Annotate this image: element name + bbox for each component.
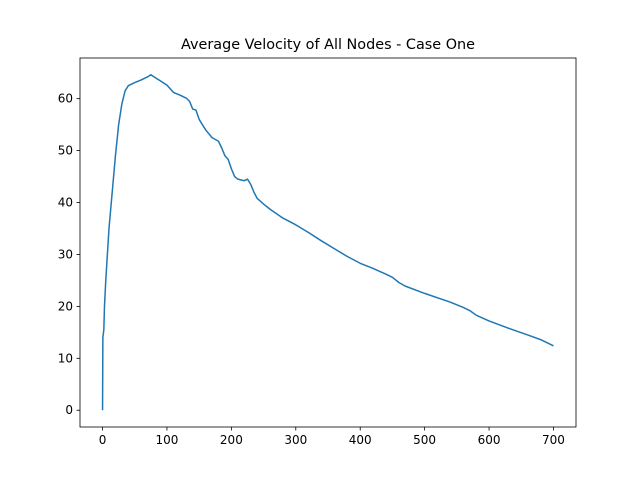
y-tick-label: 0 [65, 403, 73, 417]
y-tick-label: 50 [58, 144, 73, 158]
y-tick-label: 30 [58, 247, 73, 261]
x-tick-label: 600 [478, 433, 501, 447]
y-tick-label: 20 [58, 299, 73, 313]
y-tick-label: 40 [58, 196, 73, 210]
chart-title: Average Velocity of All Nodes - Case One [181, 37, 475, 53]
x-tick-label: 500 [413, 433, 436, 447]
x-tick-label: 0 [99, 433, 107, 447]
x-tick-label: 700 [542, 433, 565, 447]
x-tick-label: 200 [220, 433, 243, 447]
x-tick-label: 100 [156, 433, 179, 447]
y-tick-label: 60 [58, 92, 73, 106]
data-line [101, 74, 554, 411]
y-tick-label: 10 [58, 351, 73, 365]
x-tick-label: 300 [284, 433, 307, 447]
axes-frame [79, 57, 577, 428]
x-tick-label: 400 [349, 433, 372, 447]
